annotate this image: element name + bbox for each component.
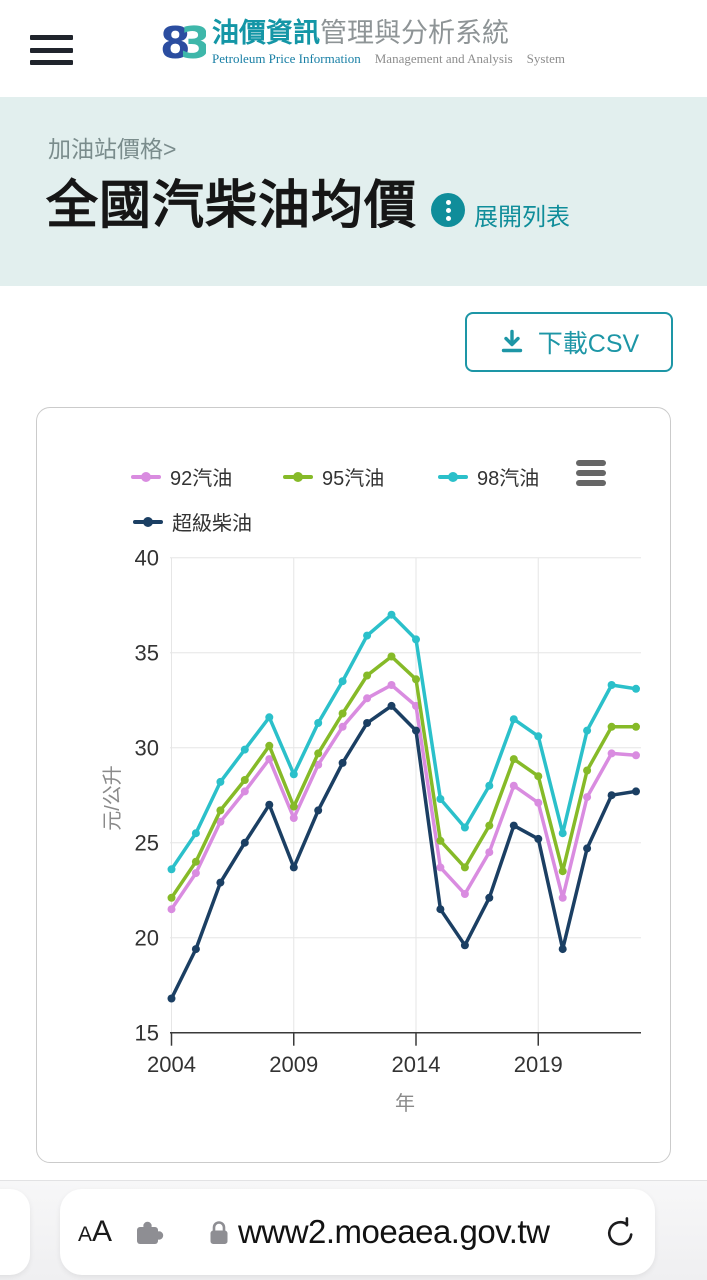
logo-mark-icon: 8 3: [160, 18, 206, 66]
legend-label-diesel: 超級柴油: [172, 513, 252, 535]
legend-marker-98: [438, 471, 468, 482]
site-subtitle-2: Management and Analysis: [374, 51, 513, 66]
logo-mark-3: 3: [180, 18, 206, 66]
legend-item-95[interactable]: 95汽油: [283, 462, 384, 491]
svg-text:35: 35: [135, 641, 159, 666]
expand-info-icon[interactable]: [431, 193, 465, 227]
previous-tab-stub[interactable]: [0, 1189, 30, 1275]
app-header: 8 3 油價資訊管理與分析系統 Petroleum Price Informat…: [0, 0, 707, 97]
breadcrumb[interactable]: 加油站價格>: [48, 136, 177, 162]
reload-icon[interactable]: [603, 1215, 637, 1249]
site-subtitle-1: Petroleum Price Information: [212, 51, 361, 66]
site-title-secondary: 管理與分析系統: [320, 18, 509, 48]
hero-band: 加油站價格> 全國汽柴油均價 展開列表: [0, 97, 707, 286]
svg-text:2009: 2009: [269, 1052, 318, 1077]
legend-label-92: 92汽油: [170, 468, 233, 490]
download-csv-button[interactable]: 下載CSV: [465, 312, 673, 372]
extensions-puzzle-icon[interactable]: [134, 1217, 164, 1247]
svg-text:15: 15: [135, 1021, 159, 1046]
svg-text:20: 20: [135, 926, 159, 951]
svg-text:30: 30: [135, 736, 159, 761]
url-text: www2.moeaea.gov.tw: [238, 1213, 550, 1250]
legend-item-98[interactable]: 98汽油: [438, 462, 539, 491]
lock-icon: [210, 1221, 228, 1244]
legend-marker-92: [131, 471, 161, 482]
svg-text:年: 年: [395, 1092, 415, 1115]
site-logo[interactable]: 8 3 油價資訊管理與分析系統 Petroleum Price Informat…: [160, 18, 565, 67]
legend-item-92[interactable]: 92汽油: [131, 462, 232, 491]
chart-axes: 15 20 25 30 35 40 2004 2009 2014 2019 元/公升年: [101, 546, 641, 1115]
svg-text:2014: 2014: [392, 1052, 441, 1077]
text-size-large-a: A: [92, 1215, 113, 1248]
address-bar[interactable]: A A www2.moeaea.gov.tw: [60, 1189, 655, 1275]
expand-list-link[interactable]: 展開列表: [474, 204, 570, 231]
chart-context-menu-icon[interactable]: [576, 460, 606, 486]
svg-text:25: 25: [135, 831, 159, 856]
legend-marker-95: [283, 471, 313, 482]
price-chart-card: 15 20 25 30 35 40 2004 2009 2014 2019 元/公升年 92汽油 9…: [36, 407, 671, 1163]
legend-marker-diesel: [133, 516, 163, 527]
text-size-small-a: A: [78, 1223, 93, 1246]
page-title: 全國汽柴油均價: [46, 177, 418, 235]
download-icon: [501, 329, 522, 353]
logo-mark-8: 8: [160, 18, 191, 66]
price-chart-canvas[interactable]: 15 20 25 30 35 40 2004 2009 2014 2019 元/公升年: [37, 408, 672, 1164]
svg-text:2004: 2004: [147, 1052, 196, 1077]
svg-text:元/公升: 元/公升: [101, 765, 124, 831]
svg-text:40: 40: [135, 546, 159, 571]
legend-item-diesel[interactable]: 超級柴油: [133, 507, 252, 536]
site-subtitle-3: System: [526, 51, 565, 66]
browser-bottom-bar: A A www2.moeaea.gov.tw: [0, 1180, 707, 1280]
legend-label-98: 98汽油: [477, 468, 540, 490]
download-csv-label: 下載CSV: [537, 330, 640, 358]
site-title-primary: 油價資訊: [212, 18, 320, 48]
text-size-button[interactable]: A A: [78, 1215, 112, 1249]
svg-text:2019: 2019: [514, 1052, 563, 1077]
chart-series: [167, 610, 640, 1003]
legend-label-95: 95汽油: [322, 468, 385, 490]
menu-hamburger-icon[interactable]: [30, 35, 73, 65]
logo-text: 油價資訊管理與分析系統 Petroleum Price Information M…: [212, 18, 565, 67]
